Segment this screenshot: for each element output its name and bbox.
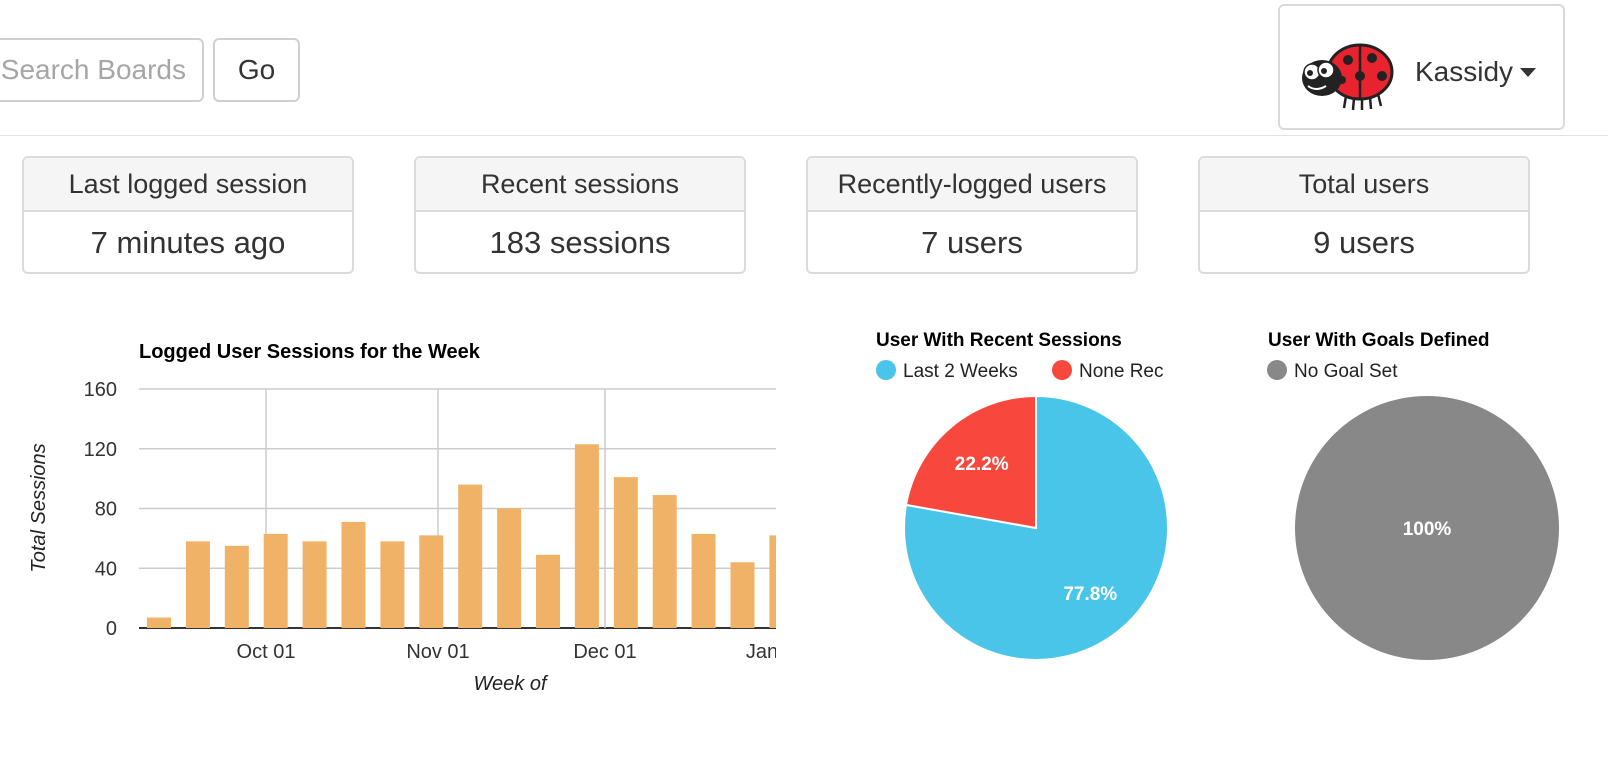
legend-label[interactable]: None Rec [1079,361,1164,382]
y-tick-label: 0 [106,618,117,640]
search-boards-input[interactable] [0,38,204,102]
caret-down-icon [1520,68,1536,77]
legend-swatch [1267,360,1287,380]
bar[interactable] [147,617,171,628]
x-tick-label: Nov 01 [406,641,469,663]
recent-sessions-pie-chart: User With Recent Sessions Last 2 Weeks No… [876,330,1169,661]
pie-slice-label: 100% [1403,519,1452,540]
stat-panel-total-users: Total users 9 users [1198,156,1530,274]
stat-panel-last-logged-session: Last logged session 7 minutes ago [22,156,354,274]
stat-panel-recently-logged-users: Recently-logged users 7 users [806,156,1138,274]
y-tick-label: 80 [95,499,117,521]
stat-panel-recent-sessions: Recent sessions 183 sessions [414,156,746,274]
stat-heading: Recent sessions [416,158,744,212]
bar[interactable] [419,535,444,628]
bar[interactable] [263,533,288,628]
stat-value: 9 users [1313,225,1415,260]
legend-swatch [876,360,896,380]
bar-chart: Logged User Sessions for the Week 0 40 80 1… [28,341,778,695]
pie2-title: User With Goals Defined [1268,330,1490,351]
legend-label[interactable]: No Goal Set [1294,361,1398,382]
bar[interactable] [536,554,560,628]
bar[interactable] [341,521,366,628]
bar-chart-xlabel: Week of [474,673,549,695]
ladybug-avatar-icon [1302,43,1394,111]
bar-chart-title: Logged User Sessions for the Week [139,341,481,363]
pie-slice-label: 22.2% [955,454,1009,475]
bar[interactable] [458,484,483,628]
x-tick-label: Oct 01 [237,641,296,663]
pie-slice-label: 77.8% [1063,584,1117,605]
go-button[interactable]: Go [213,38,300,102]
pie-slice[interactable] [904,394,1037,530]
x-tick-label: Jan [746,641,778,663]
bar[interactable] [185,541,210,628]
goals-defined-pie-chart: User With Goals Defined No Goal Set 100% [1267,330,1559,660]
username-label: Kassidy [1415,56,1514,87]
bar[interactable] [224,545,249,628]
bar[interactable] [302,541,327,628]
legend-swatch [1052,360,1072,380]
stat-heading: Recently-logged users [808,158,1136,212]
y-tick-label: 120 [84,439,117,461]
bar[interactable] [652,495,677,628]
charts-area: Logged User Sessions for the Week 0 40 80 1… [28,330,1559,695]
bar[interactable] [613,477,638,628]
y-tick-label: 160 [84,379,117,401]
bar[interactable] [380,541,405,628]
bar[interactable] [769,535,776,628]
x-tick-label: Dec 01 [573,641,636,663]
pie1-title: User With Recent Sessions [876,330,1122,351]
top-navbar: Go [0,0,1608,136]
bar[interactable] [691,533,716,628]
legend-label[interactable]: Last 2 Weeks [903,361,1018,382]
stat-value: 7 users [921,225,1023,260]
bar[interactable] [497,508,522,629]
stat-value: 183 sessions [489,225,671,260]
pie-slice[interactable] [1295,396,1559,660]
y-tick-label: 40 [95,558,117,580]
stat-value: 7 minutes ago [90,225,286,260]
stat-heading: Total users [1200,158,1528,212]
stat-heading: Last logged session [24,158,352,212]
bar[interactable] [730,562,755,628]
bar-chart-ylabel: Total Sessions [28,443,50,572]
user-menu-dropdown[interactable]: Kassidy [1278,4,1565,130]
bar[interactable] [574,444,599,628]
